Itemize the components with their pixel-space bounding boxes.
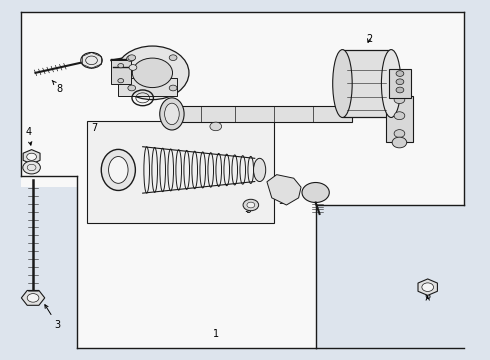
Circle shape — [396, 87, 404, 93]
Circle shape — [169, 55, 177, 60]
Polygon shape — [267, 175, 301, 205]
Bar — [118, 78, 177, 96]
Ellipse shape — [109, 157, 128, 183]
Circle shape — [422, 283, 434, 292]
Text: 1: 1 — [213, 329, 219, 339]
Ellipse shape — [381, 50, 401, 117]
Ellipse shape — [333, 50, 352, 117]
Circle shape — [81, 53, 102, 68]
Bar — [386, 96, 413, 143]
Circle shape — [394, 112, 405, 120]
Circle shape — [394, 130, 405, 138]
Text: 5: 5 — [278, 182, 285, 206]
Circle shape — [210, 122, 221, 131]
Text: 3: 3 — [45, 305, 60, 330]
Circle shape — [118, 64, 123, 68]
Circle shape — [125, 53, 135, 60]
Circle shape — [116, 46, 189, 100]
Text: 8: 8 — [52, 80, 63, 94]
Circle shape — [396, 71, 404, 76]
Polygon shape — [22, 291, 45, 305]
Circle shape — [129, 64, 137, 70]
Polygon shape — [23, 150, 40, 164]
Circle shape — [169, 85, 177, 91]
Circle shape — [302, 183, 329, 203]
Circle shape — [132, 58, 172, 87]
Circle shape — [392, 137, 407, 148]
Text: 6: 6 — [425, 291, 431, 301]
Ellipse shape — [253, 158, 266, 181]
Circle shape — [243, 199, 259, 211]
Circle shape — [27, 153, 36, 160]
Bar — [343, 50, 391, 117]
Circle shape — [126, 56, 134, 62]
Text: 7: 7 — [91, 123, 97, 133]
Circle shape — [128, 85, 136, 91]
Polygon shape — [418, 279, 438, 296]
Circle shape — [23, 161, 40, 174]
Ellipse shape — [101, 149, 135, 190]
Circle shape — [27, 294, 39, 302]
Circle shape — [396, 79, 404, 85]
Text: 2: 2 — [366, 34, 372, 44]
Bar — [177, 106, 352, 122]
Ellipse shape — [160, 98, 184, 130]
Circle shape — [247, 202, 255, 208]
Text: 9: 9 — [246, 205, 252, 215]
Circle shape — [118, 78, 123, 83]
Text: 4: 4 — [25, 127, 32, 145]
Circle shape — [394, 96, 405, 104]
Bar — [16, 187, 77, 351]
Bar — [389, 69, 411, 98]
Bar — [87, 121, 274, 223]
Ellipse shape — [165, 103, 179, 125]
Bar — [111, 60, 130, 84]
Circle shape — [128, 55, 136, 60]
Bar — [316, 205, 469, 351]
